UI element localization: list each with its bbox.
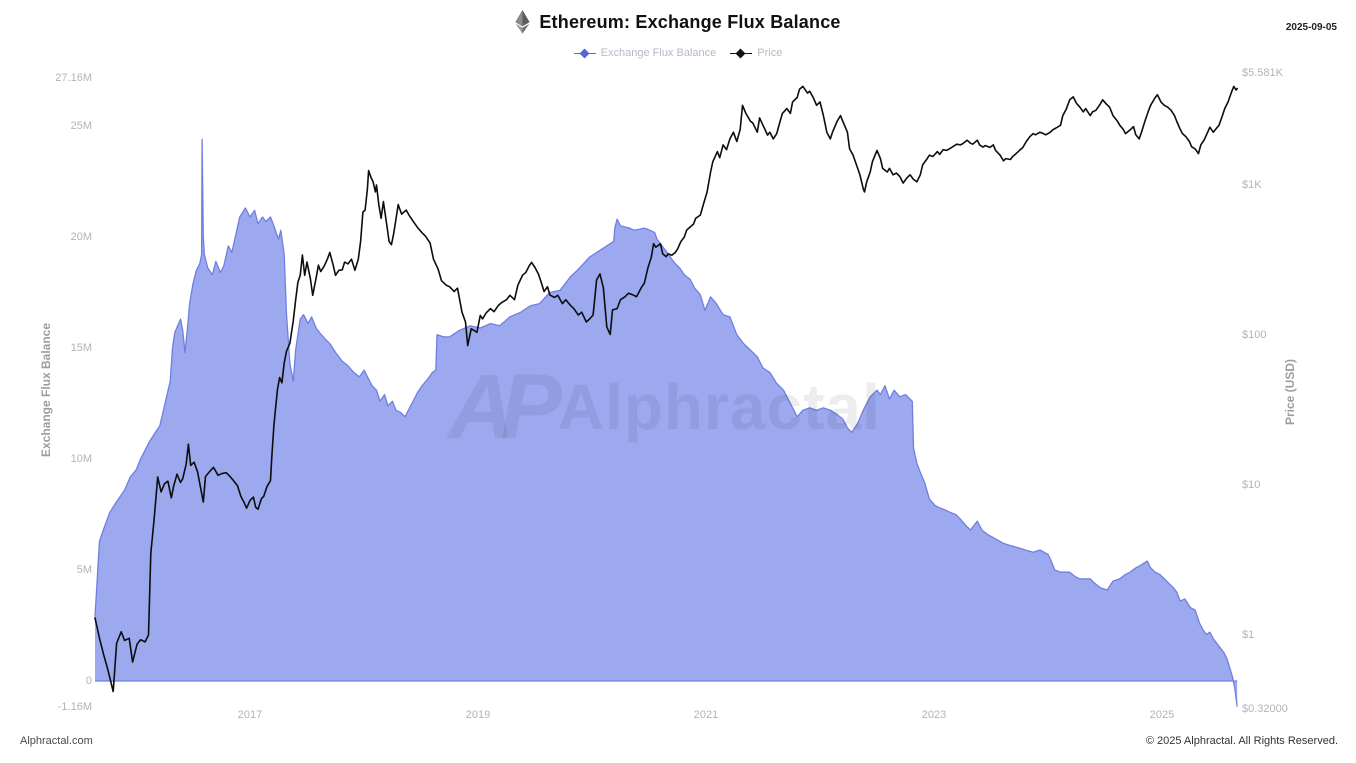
flux-legend-marker-icon: [573, 48, 596, 58]
right-axis-tick-label: $1: [1242, 629, 1255, 641]
left-axis-tick-label: 0: [85, 675, 92, 687]
legend-label: Price: [757, 47, 783, 59]
left-axis-tick-label: -1.16M: [57, 700, 92, 713]
legend-item-price[interactable]: Price: [730, 47, 782, 59]
right-axis-tick-label: $1K: [1242, 179, 1262, 191]
right-axis-tick-label: $0.32000: [1242, 703, 1288, 716]
x-axis-tick-label: 2021: [693, 709, 719, 721]
copyright-text: © 2025 Alphractal. All Rights Reserved.: [1145, 735, 1338, 747]
site-link[interactable]: Alphractal.com: [20, 735, 93, 747]
flux-balance-area: [95, 139, 1238, 707]
page-title: Ethereum: Exchange Flux Balance: [539, 11, 841, 32]
right-axis-tick-label: $5.581K: [1242, 66, 1283, 79]
left-axis-tick-label: 25M: [70, 120, 92, 132]
legend: Exchange Flux Balance Price: [0, 47, 1356, 59]
legend-item-flux[interactable]: Exchange Flux Balance: [573, 47, 717, 59]
x-axis-tick-label: 2023: [921, 709, 947, 721]
price-line: [94, 85, 1238, 693]
left-axis-title: Exchange Flux Balance: [39, 322, 53, 458]
x-axis-tick-label: 2017: [237, 709, 263, 721]
left-axis-tick-label: 10M: [70, 453, 92, 465]
left-axis-tick-label: 5M: [76, 564, 92, 576]
header: Ethereum: Exchange Flux Balance: [0, 10, 1356, 34]
right-axis-tick-label: $10: [1242, 479, 1261, 491]
flux-balance-outline: [94, 138, 1238, 707]
x-axis-tick-label: 2019: [465, 709, 491, 721]
price-legend-marker-icon: [730, 48, 753, 58]
left-axis-tick-label: 27.16M: [55, 72, 92, 85]
right-axis-tick-label: $100: [1242, 329, 1267, 341]
right-axis-title: Price (USD): [1283, 358, 1297, 426]
x-axis-tick-label: 2025: [1149, 709, 1175, 721]
left-axis-tick-label: 15M: [70, 342, 92, 354]
left-axis-tick-label: 20M: [70, 231, 92, 243]
ethereum-icon: [515, 10, 530, 34]
legend-label: Exchange Flux Balance: [600, 47, 717, 59]
date-stamp: 2025-09-05: [1285, 22, 1337, 33]
